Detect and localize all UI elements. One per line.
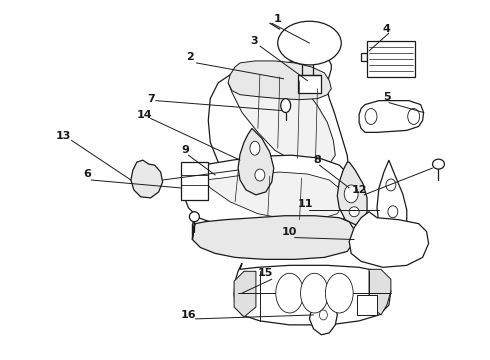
Bar	[357, 295, 377, 315]
Ellipse shape	[255, 169, 265, 181]
Polygon shape	[234, 264, 391, 325]
Ellipse shape	[386, 179, 396, 191]
Ellipse shape	[281, 99, 291, 113]
Text: 6: 6	[83, 169, 91, 179]
Text: 5: 5	[383, 92, 391, 102]
Text: 4: 4	[383, 24, 391, 34]
Text: 2: 2	[187, 52, 195, 62]
Polygon shape	[337, 162, 367, 225]
Polygon shape	[280, 69, 292, 88]
Bar	[367, 41, 415, 77]
Polygon shape	[234, 271, 256, 317]
Polygon shape	[361, 53, 367, 61]
Polygon shape	[238, 129, 274, 195]
Polygon shape	[377, 160, 407, 242]
Bar	[297, 75, 321, 93]
Ellipse shape	[325, 273, 353, 313]
Polygon shape	[294, 83, 297, 89]
Ellipse shape	[388, 206, 398, 218]
Ellipse shape	[433, 159, 444, 169]
Polygon shape	[310, 299, 337, 335]
Ellipse shape	[365, 109, 377, 125]
Ellipse shape	[190, 212, 199, 222]
Ellipse shape	[408, 109, 419, 125]
Text: 13: 13	[56, 131, 71, 141]
Polygon shape	[131, 160, 163, 198]
Text: 1: 1	[274, 14, 282, 24]
Bar	[180, 162, 208, 200]
Text: 8: 8	[314, 155, 321, 165]
Ellipse shape	[344, 185, 358, 203]
Ellipse shape	[300, 273, 328, 313]
Text: 3: 3	[250, 36, 258, 46]
Text: 7: 7	[147, 94, 155, 104]
Text: 15: 15	[258, 268, 273, 278]
Polygon shape	[228, 75, 335, 166]
Ellipse shape	[319, 310, 327, 320]
Ellipse shape	[349, 207, 359, 217]
Text: 10: 10	[282, 226, 297, 237]
Polygon shape	[359, 100, 424, 132]
Text: 11: 11	[298, 199, 313, 209]
Ellipse shape	[276, 273, 303, 313]
Text: 12: 12	[351, 185, 367, 195]
Text: 9: 9	[181, 145, 190, 155]
Polygon shape	[208, 55, 349, 205]
Polygon shape	[200, 172, 345, 220]
Ellipse shape	[250, 141, 260, 155]
Polygon shape	[228, 61, 331, 100]
Polygon shape	[349, 212, 429, 267]
Polygon shape	[369, 269, 391, 315]
Ellipse shape	[278, 21, 341, 65]
Text: 16: 16	[181, 310, 196, 320]
Text: 14: 14	[137, 109, 152, 120]
Polygon shape	[193, 215, 354, 260]
Polygon shape	[182, 155, 354, 230]
